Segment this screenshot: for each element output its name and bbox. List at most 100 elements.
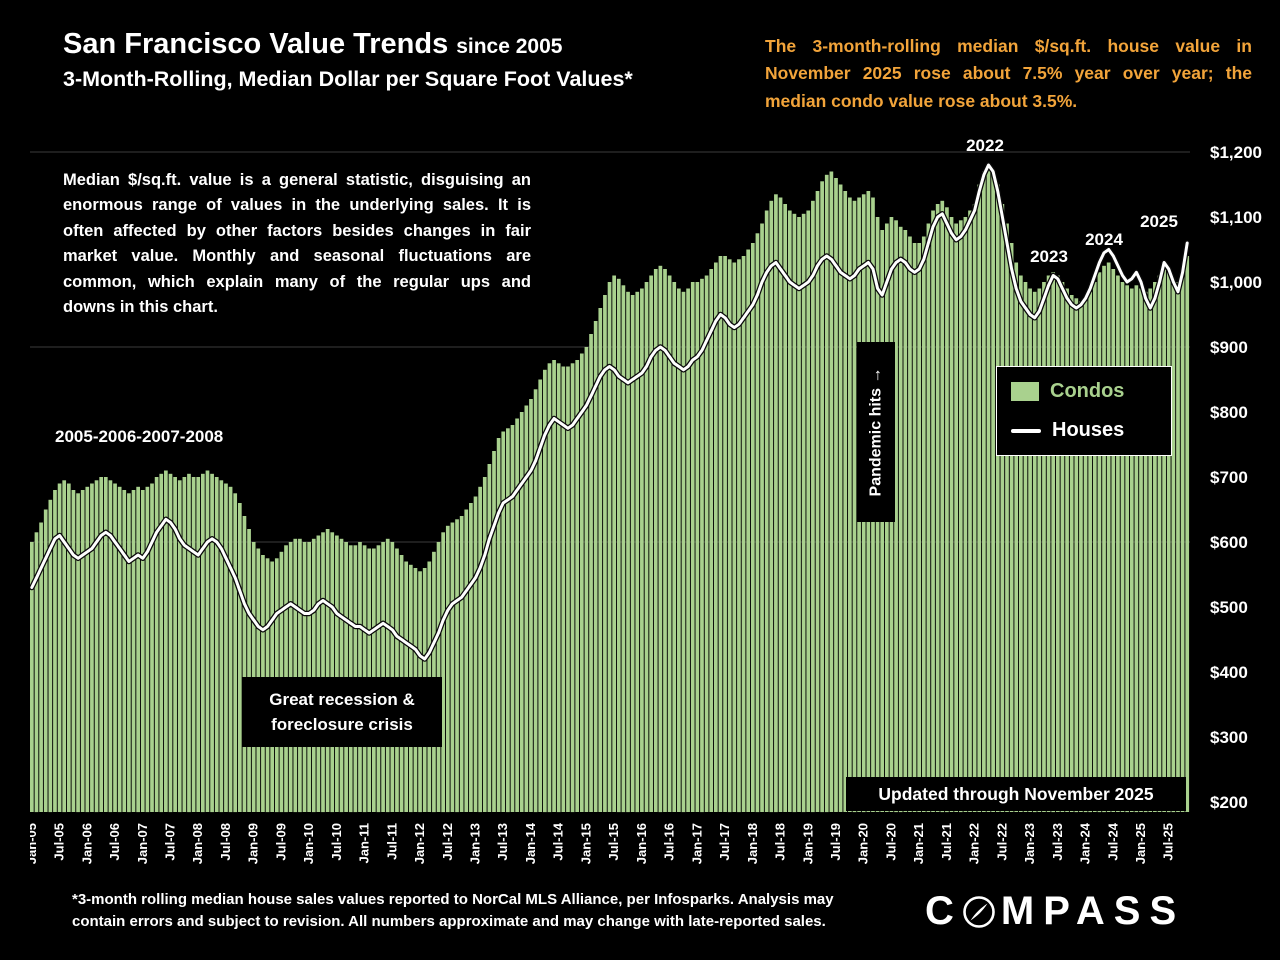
x-tick-label: Jan-10 xyxy=(301,823,316,864)
condo-bar xyxy=(450,522,455,812)
condo-bar xyxy=(196,477,201,812)
condo-bar xyxy=(1106,262,1111,812)
chart-legend: Condos Houses xyxy=(996,366,1172,456)
condo-bar xyxy=(640,288,644,812)
x-tick-label: Jan-16 xyxy=(634,823,649,864)
houses-line-icon xyxy=(1011,428,1041,433)
condo-bar xyxy=(159,473,164,813)
condo-bar xyxy=(658,265,663,813)
condo-bar xyxy=(713,262,718,812)
condo-bar xyxy=(912,243,917,812)
condo-bar xyxy=(778,197,783,812)
condo-bar xyxy=(982,171,986,812)
condo-bar xyxy=(649,275,653,812)
condo-bar xyxy=(459,516,464,812)
condo-bar xyxy=(552,360,556,812)
condo-bar xyxy=(908,236,912,812)
x-tick-label: Jul-05 xyxy=(52,823,67,861)
condo-bar xyxy=(727,259,732,813)
condo-bar xyxy=(566,366,570,812)
condo-bar xyxy=(894,220,898,813)
condo-bar xyxy=(1153,282,1157,812)
condo-bar xyxy=(737,259,741,813)
condo-bar xyxy=(815,191,820,812)
condo-bar xyxy=(293,538,298,813)
condo-bar xyxy=(39,522,43,812)
y-tick-label: $200 xyxy=(1210,793,1248,812)
condo-bar xyxy=(464,509,469,812)
condo-bar xyxy=(90,483,94,812)
condo-bar xyxy=(686,288,690,812)
legend-item-houses: Houses xyxy=(1011,419,1157,442)
title-block: San Francisco Value Trends since 2005 3-M… xyxy=(63,28,633,92)
condo-bar xyxy=(935,204,940,812)
condo-bar xyxy=(321,532,325,813)
condo-bar xyxy=(247,529,251,812)
y-tick-label: $300 xyxy=(1210,728,1248,747)
condo-bar xyxy=(1162,269,1166,812)
condo-bar xyxy=(843,191,848,812)
condo-bar xyxy=(214,477,219,812)
year-label-2023: 2023 xyxy=(1030,247,1068,266)
condo-bar xyxy=(127,493,131,813)
condo-bar xyxy=(164,470,168,812)
condo-bar xyxy=(746,249,751,812)
condo-bar xyxy=(441,532,446,813)
condo-bar xyxy=(62,480,67,813)
condo-bar xyxy=(995,184,1000,812)
condo-bar xyxy=(811,200,815,813)
condo-bar xyxy=(103,477,108,812)
condo-bar xyxy=(1023,282,1028,812)
condo-bar xyxy=(1157,275,1162,812)
condo-bar xyxy=(1065,288,1069,812)
condo-bar xyxy=(335,535,339,812)
condo-bar xyxy=(1171,278,1176,813)
condo-bar xyxy=(233,493,238,813)
condo-bar xyxy=(709,269,714,812)
condo-bar xyxy=(834,178,838,812)
condo-bar xyxy=(704,275,709,812)
condo-bar xyxy=(1055,275,1060,812)
condo-bar xyxy=(750,243,755,812)
condo-bar xyxy=(496,438,501,812)
condo-bar xyxy=(85,486,90,813)
x-tick-label: Jan-17 xyxy=(689,823,704,864)
x-tick-label: Jan-09 xyxy=(246,823,261,864)
condo-bar xyxy=(584,347,589,812)
disclaimer-line-2: contain errors and subject to revision. … xyxy=(72,912,826,930)
condo-bar xyxy=(718,256,723,812)
y-tick-label: $400 xyxy=(1210,663,1248,682)
condo-bar xyxy=(1120,282,1125,812)
condo-bar xyxy=(1028,288,1032,812)
condo-bar xyxy=(182,477,187,812)
condos-swatch-icon xyxy=(1011,382,1039,401)
condo-bar xyxy=(168,473,173,813)
condo-bar xyxy=(48,499,53,813)
houses-line xyxy=(30,163,1189,661)
x-tick-label: Jan-06 xyxy=(79,823,94,864)
x-tick-label: Jan-24 xyxy=(1078,822,1093,864)
condo-bar xyxy=(986,165,991,812)
disclaimer: *3-month rolling median house sales valu… xyxy=(72,889,887,933)
x-tick-label: Jan-05 xyxy=(30,823,39,864)
condo-bar xyxy=(510,425,515,812)
boom-years-label: 2005-2006-2007-2008 xyxy=(55,427,224,446)
condo-bar xyxy=(242,516,247,812)
condo-bar xyxy=(898,226,903,813)
compass-logo: C MPASS xyxy=(925,889,1185,934)
condo-bar xyxy=(732,262,737,812)
condo-bar xyxy=(681,291,686,813)
condo-bar xyxy=(482,477,487,812)
condo-bar xyxy=(506,428,510,813)
condo-bar xyxy=(533,389,538,813)
x-tick-label: Jan-12 xyxy=(412,823,427,864)
legend-condos-label: Condos xyxy=(1050,380,1125,402)
condo-bar xyxy=(1129,288,1134,812)
x-tick-label: Jan-13 xyxy=(468,823,483,864)
x-tick-label: Jul-24 xyxy=(1105,822,1120,860)
condo-bar xyxy=(57,483,62,812)
y-tick-label: $700 xyxy=(1210,468,1248,487)
x-tick-label: Jan-19 xyxy=(800,823,815,864)
condo-bar xyxy=(801,213,806,813)
